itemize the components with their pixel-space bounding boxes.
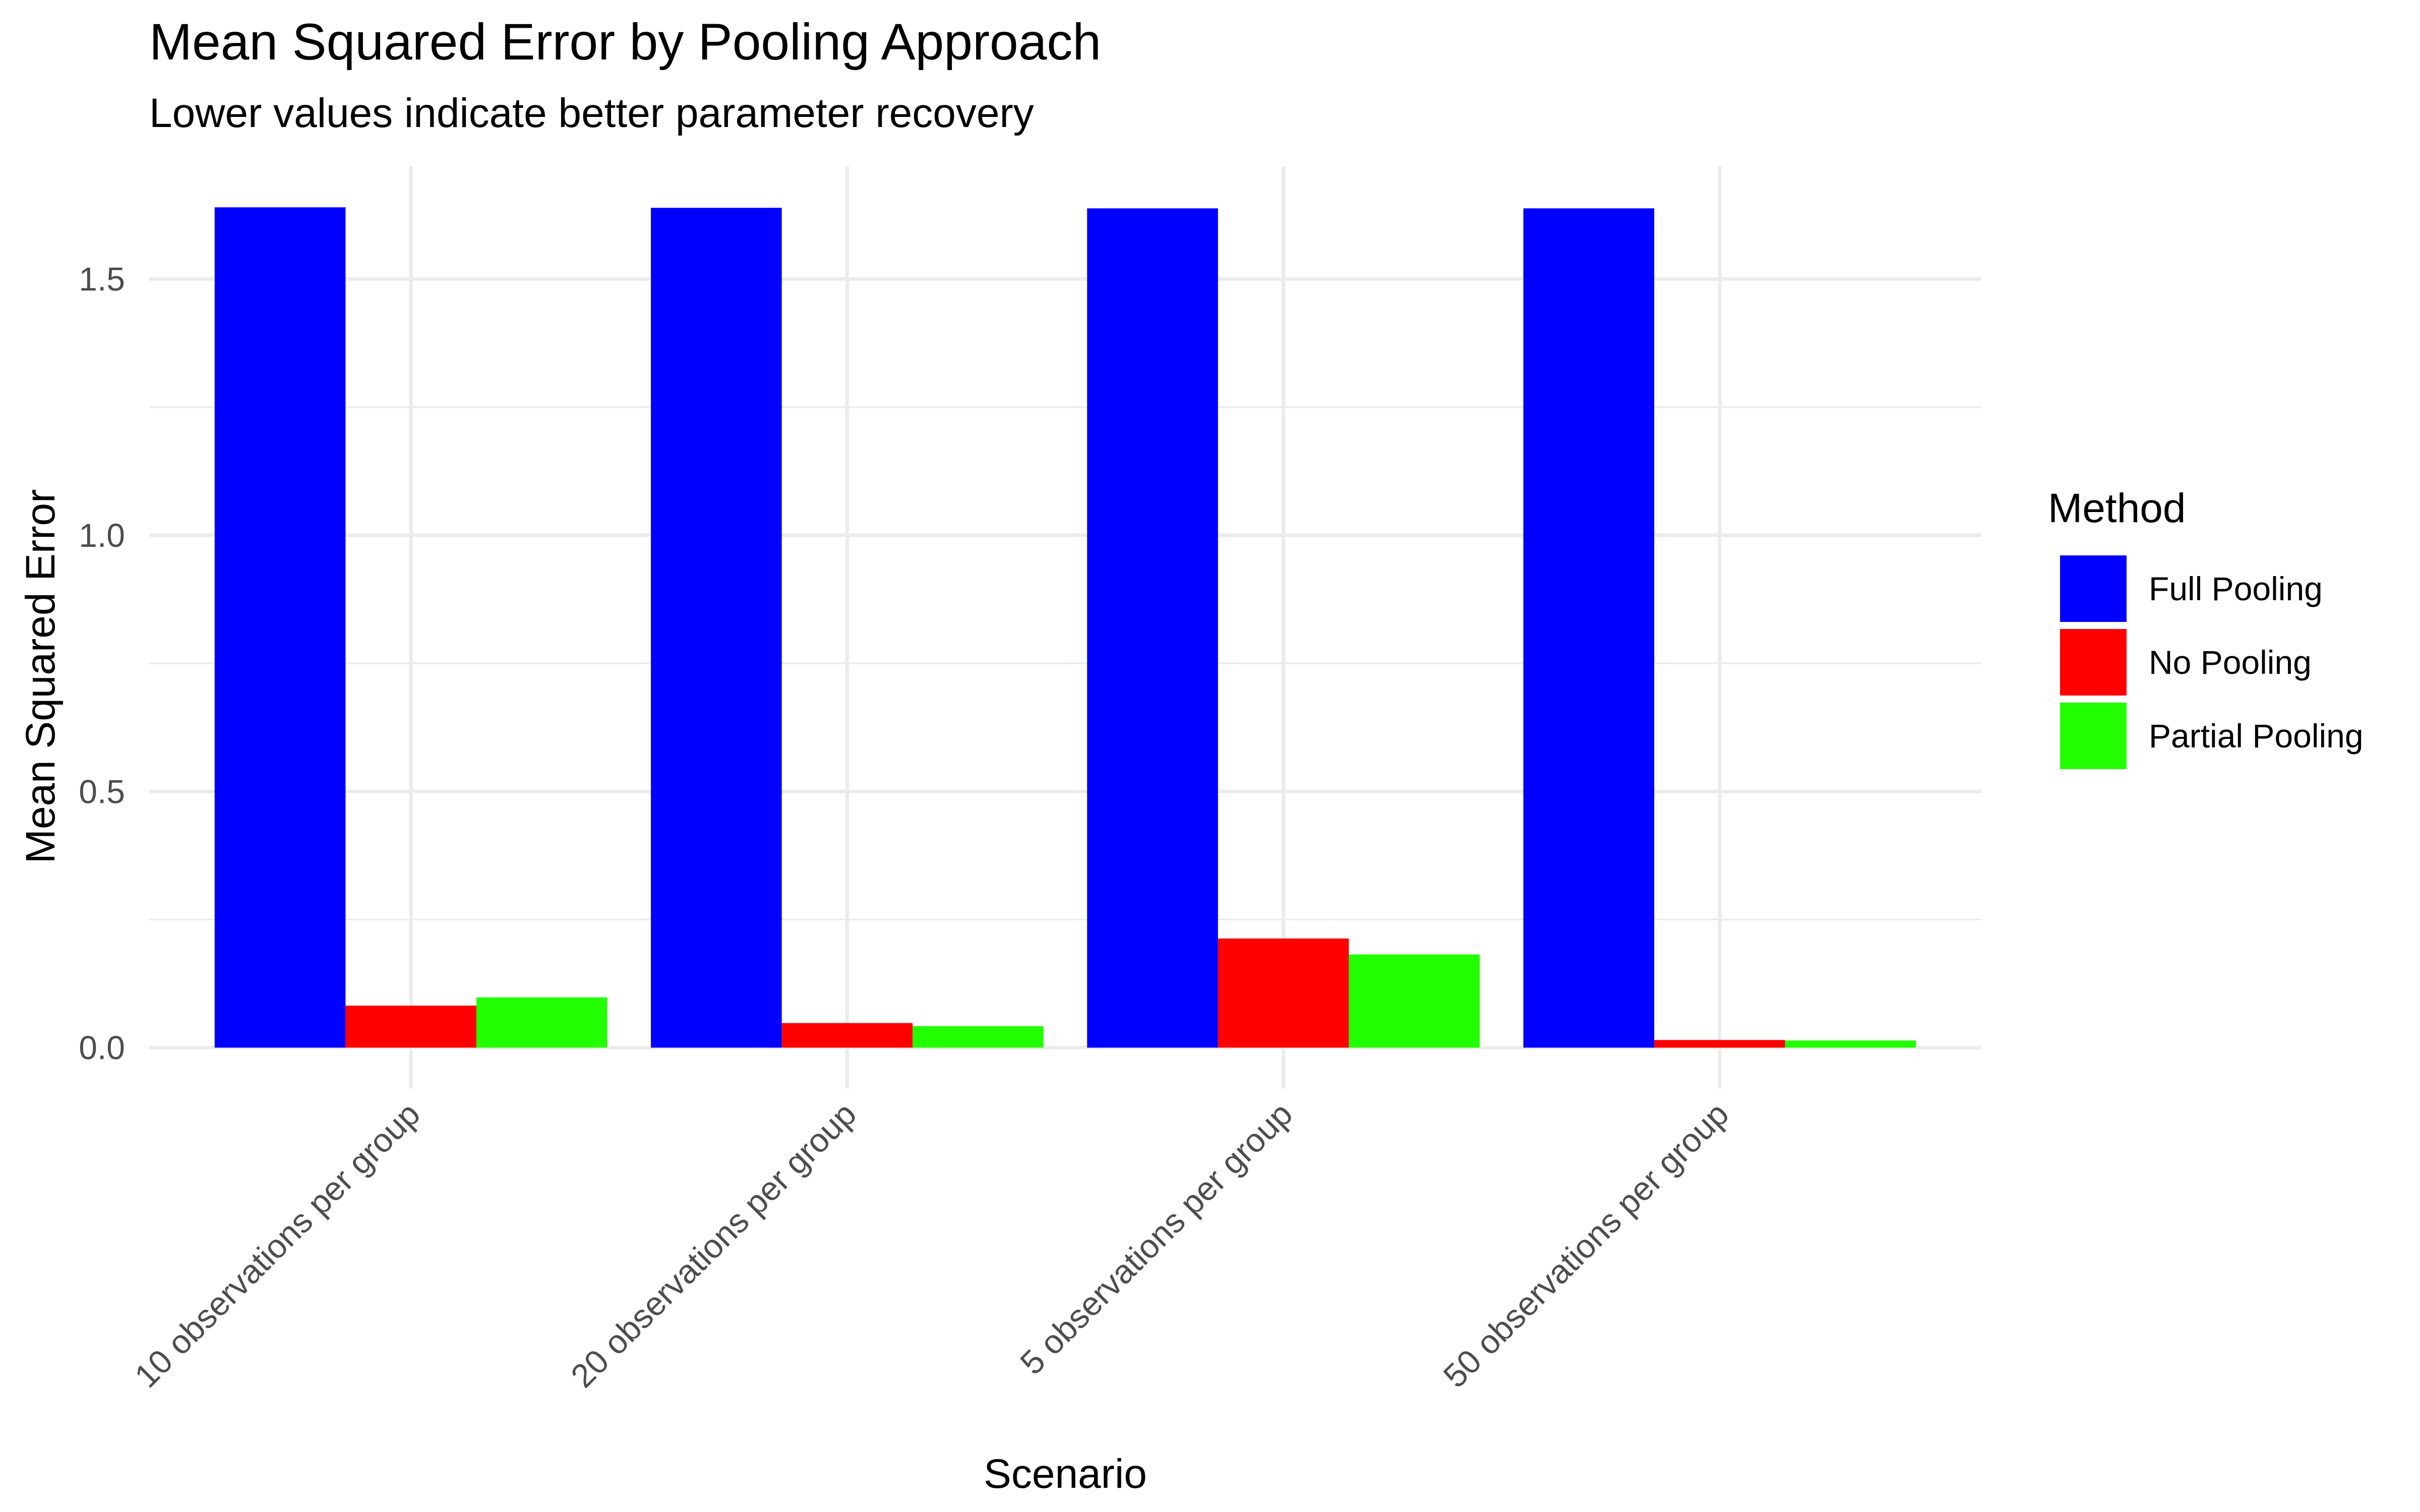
legend-key (2060, 703, 2127, 769)
bar (1785, 1040, 1916, 1048)
x-axis-ticks: 10 observations per group 20 observations… (127, 1095, 1735, 1395)
legend-label: Partial Pooling (2149, 717, 2364, 754)
bar (476, 997, 608, 1048)
bar (1087, 208, 1218, 1048)
legend-key (2060, 629, 2127, 696)
y-tick-label: 1.0 (79, 517, 125, 554)
x-tick-label: 10 observations per group (127, 1095, 427, 1395)
x-axis-title: Scenario (984, 1451, 1147, 1497)
bar (781, 1023, 913, 1048)
x-tick-label: 20 observations per group (564, 1095, 864, 1395)
bar (1523, 208, 1655, 1048)
y-tick-label: 0.0 (79, 1029, 125, 1066)
legend-items: Full Pooling No Pooling Partial Pooling (2060, 555, 2364, 769)
legend-label: No Pooling (2149, 644, 2312, 681)
chart-subtitle: Lower values indicate better parameter r… (149, 90, 1034, 136)
bar (1654, 1040, 1785, 1048)
bar (651, 208, 782, 1048)
legend-title: Method (2048, 485, 2186, 531)
y-axis-ticks: 0.0 0.5 1.0 1.5 (79, 261, 125, 1066)
x-tick-label: 5 observations per group (1013, 1095, 1300, 1382)
legend: Method Full Pooling No Pooling Partial Poo… (2048, 485, 2364, 769)
bar (1349, 954, 1480, 1048)
x-tick-label: 50 observations per group (1436, 1095, 1736, 1395)
y-axis-title: Mean Squared Error (18, 489, 64, 864)
legend-key (2060, 555, 2127, 622)
bar-layer (214, 207, 1916, 1048)
y-tick-label: 1.5 (79, 261, 125, 298)
bar (345, 1005, 476, 1048)
bar (1218, 938, 1349, 1048)
grid-layer (149, 166, 1981, 1089)
chart-title: Mean Squared Error by Pooling Approach (149, 13, 1101, 71)
legend-label: Full Pooling (2149, 570, 2323, 607)
y-tick-label: 0.5 (79, 773, 125, 810)
bar (913, 1026, 1044, 1048)
bar (214, 207, 346, 1048)
